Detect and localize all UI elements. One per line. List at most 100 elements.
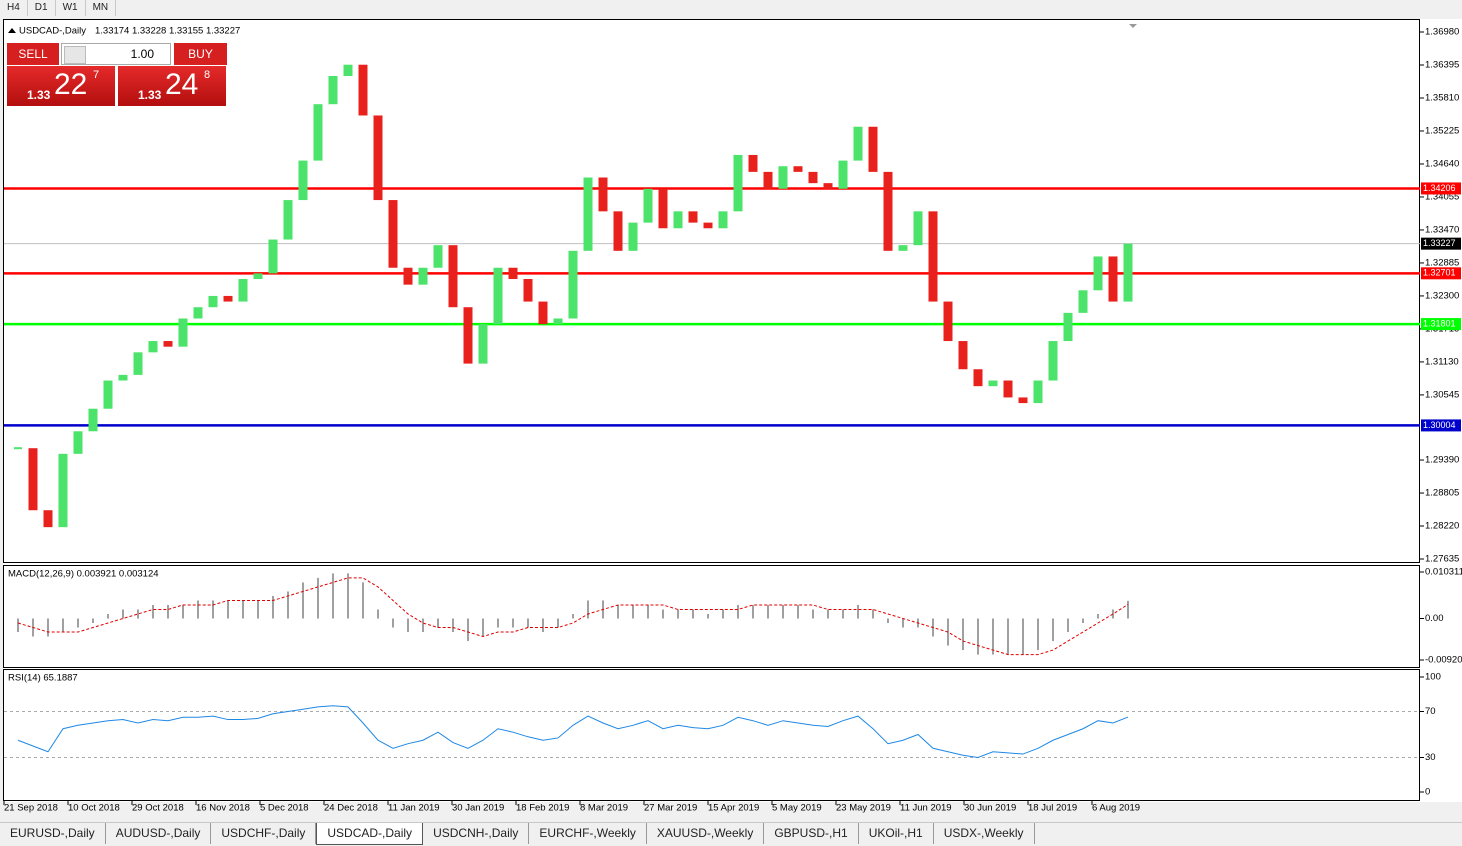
candle-body xyxy=(868,126,878,172)
macd-bar xyxy=(452,618,454,633)
macd-bar xyxy=(122,609,124,619)
rsi-panel-border xyxy=(3,669,1420,801)
macd-panel-border xyxy=(3,565,1420,668)
lots-box[interactable]: 1.00 xyxy=(61,43,171,65)
candle-body xyxy=(358,64,368,116)
candle-body xyxy=(388,200,398,268)
y-tick-label: 1.31130 xyxy=(1425,356,1459,367)
macd-bar xyxy=(212,600,214,619)
timeframe-toolbar: H4 D1 W1 MN xyxy=(0,0,117,16)
x-tick-label: 18 Jul 2019 xyxy=(1028,803,1077,814)
macd-bar xyxy=(392,618,394,628)
candle-body xyxy=(88,408,98,432)
timeframe-button[interactable]: D1 xyxy=(28,0,56,16)
timeframe-button[interactable]: H4 xyxy=(0,0,28,16)
bid-pips: 22 xyxy=(54,68,88,101)
y-tick-label: 1.28805 xyxy=(1425,488,1459,499)
candle-body xyxy=(223,295,233,302)
macd-bar xyxy=(332,573,334,619)
macd-bar xyxy=(1037,618,1039,651)
x-tick-label: 6 Aug 2019 xyxy=(1092,803,1140,814)
candle-body xyxy=(253,273,263,280)
candle-body xyxy=(268,239,278,274)
y-tick-label: 30 xyxy=(1425,752,1436,763)
candle-body xyxy=(943,301,953,342)
chart-tab[interactable]: USDX-,Weekly xyxy=(934,823,1035,844)
chart-tab[interactable]: AUDUSD-,Daily xyxy=(106,823,212,844)
macd-bar xyxy=(512,618,514,628)
level-label: 1.34206 xyxy=(1423,183,1456,193)
macd-bar xyxy=(437,618,439,628)
candle-body xyxy=(613,211,623,251)
y-tick-label: 0.00 xyxy=(1425,613,1444,624)
chart-tab[interactable]: USDCAD-,Daily xyxy=(316,823,424,845)
macd-bar xyxy=(167,604,169,619)
candle-body xyxy=(538,301,548,325)
macd-bar xyxy=(707,613,709,619)
sell-button[interactable]: SELL xyxy=(7,43,59,65)
timeframe-button[interactable]: W1 xyxy=(56,0,86,16)
candle-body xyxy=(403,267,413,285)
chart-tab[interactable]: EURCHF-,Weekly xyxy=(529,823,647,844)
chart-tab[interactable]: EURUSD-,Daily xyxy=(0,823,106,844)
chart-window: USDCAD-,Daily 1.33174 1.33228 1.33155 1.… xyxy=(3,19,1462,814)
level-label-bg xyxy=(1421,419,1461,432)
y-tick-label: 1.36980 xyxy=(1425,27,1459,38)
macd-bar xyxy=(77,618,79,628)
lots-down[interactable] xyxy=(64,46,86,64)
macd-bar xyxy=(542,618,544,633)
candle-body xyxy=(58,453,68,528)
x-tick-label: 24 Dec 2018 xyxy=(324,803,378,814)
candle-body xyxy=(343,64,353,76)
bid-price[interactable]: 1.33 22 7 xyxy=(7,66,115,106)
macd-bar xyxy=(767,604,769,619)
x-tick-label: 21 Sep 2018 xyxy=(4,803,58,814)
candle-body xyxy=(673,211,683,229)
y-tick-label: 1.29390 xyxy=(1425,455,1459,466)
candle-body xyxy=(523,279,533,302)
macd-bar xyxy=(107,613,109,619)
candle-body xyxy=(883,171,893,251)
candle-body xyxy=(313,104,323,161)
candle-body xyxy=(763,171,773,189)
macd-bar xyxy=(362,582,364,619)
candle-body xyxy=(1123,243,1133,302)
level-label-bg xyxy=(1421,267,1461,280)
rsi-line xyxy=(17,705,1129,759)
timeframe-button[interactable]: MN xyxy=(86,0,117,16)
macd-bar xyxy=(137,609,139,619)
candle-body xyxy=(838,160,848,189)
candle-body xyxy=(463,307,473,364)
chart-tab[interactable]: UKOil-,H1 xyxy=(859,823,934,844)
candle-body xyxy=(898,245,908,251)
macd-bar xyxy=(647,604,649,619)
macd-title: MACD(12,26,9) 0.003921 0.003124 xyxy=(8,569,159,580)
candle-body xyxy=(448,245,458,308)
macd-bar xyxy=(1067,618,1069,633)
chart-tab[interactable]: GBPUSD-,H1 xyxy=(764,823,859,844)
current-price-label-bg xyxy=(1421,237,1461,250)
candle-body xyxy=(913,211,923,246)
chart-tab[interactable]: XAUUSD-,Weekly xyxy=(647,823,765,844)
level-label: 1.32701 xyxy=(1423,268,1456,278)
candle-body xyxy=(418,267,428,285)
y-tick-label: 1.27635 xyxy=(1425,554,1459,565)
macd-bar xyxy=(842,609,844,619)
macd-bar xyxy=(422,618,424,633)
x-tick-label: 30 Jun 2019 xyxy=(964,803,1016,814)
y-tick-label: 1.28220 xyxy=(1425,521,1459,532)
macd-bar xyxy=(632,604,634,619)
y-tick-label: -0.009203 xyxy=(1425,655,1462,666)
macd-bar xyxy=(1052,618,1054,642)
buy-button[interactable]: BUY xyxy=(174,43,227,65)
chart-tab[interactable]: USDCNH-,Daily xyxy=(423,823,530,844)
candle-body xyxy=(208,295,218,308)
macd-bar xyxy=(962,618,964,651)
macd-bar xyxy=(377,609,379,619)
candle-body xyxy=(298,160,308,201)
chart-tab[interactable]: USDCHF-,Daily xyxy=(211,823,317,844)
macd-bar xyxy=(662,609,664,619)
candle-body xyxy=(73,431,83,454)
macd-bar xyxy=(497,618,499,628)
ask-price[interactable]: 1.33 24 8 xyxy=(118,66,226,106)
